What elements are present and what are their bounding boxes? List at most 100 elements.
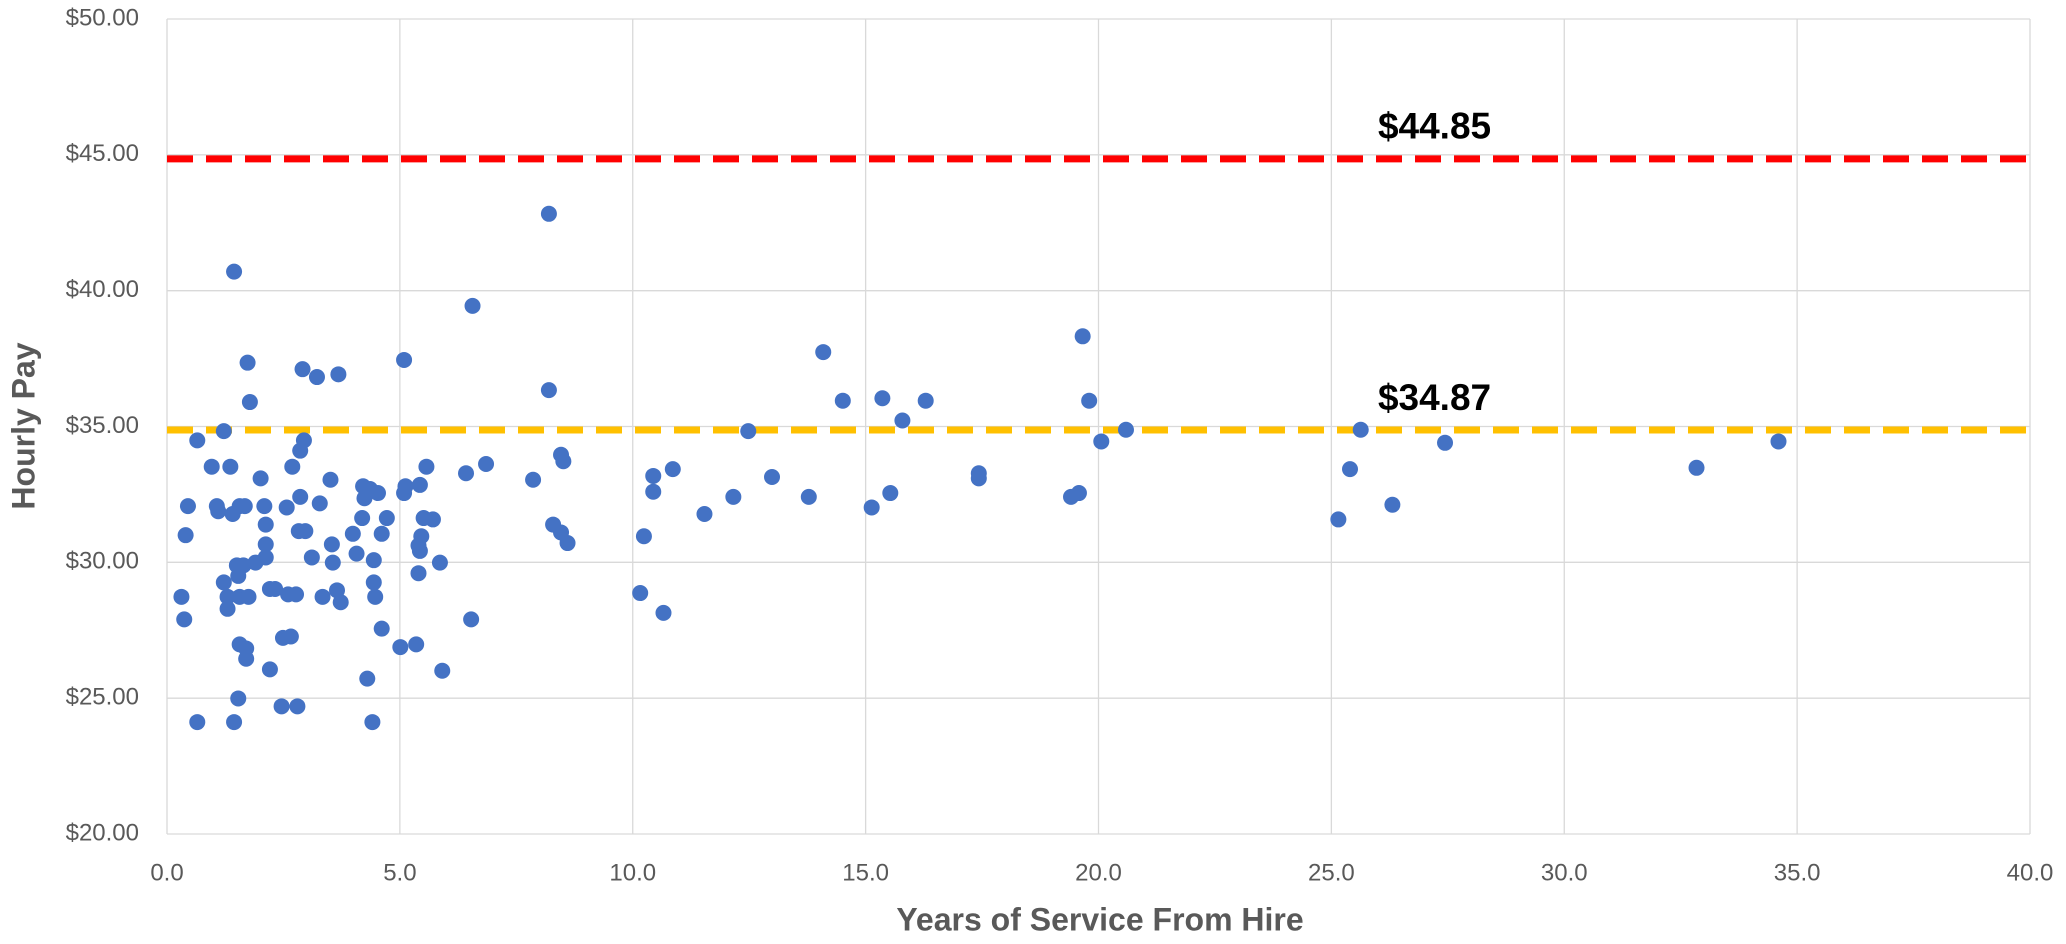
point (431, 554, 448, 571)
point (764, 469, 781, 486)
point (815, 344, 832, 361)
point (1081, 392, 1098, 409)
point (369, 485, 386, 502)
point (478, 455, 495, 472)
point (324, 554, 341, 571)
point (219, 600, 236, 617)
x-tick-label: 35.0 (1774, 859, 1821, 886)
point (235, 557, 252, 574)
x-axis-title: Years of Service From Hire (896, 901, 1303, 937)
point (540, 205, 557, 222)
point (297, 523, 314, 540)
point (292, 488, 309, 505)
point (173, 588, 190, 605)
point (332, 594, 349, 611)
point (645, 483, 662, 500)
point (348, 545, 365, 562)
point (1770, 433, 1787, 450)
point (303, 549, 320, 566)
point (834, 392, 851, 409)
point (397, 478, 414, 495)
y-tick-label: $20.00 (66, 819, 139, 846)
point (273, 698, 290, 715)
point (396, 351, 413, 368)
point (632, 585, 649, 602)
point (284, 458, 301, 475)
point (725, 488, 742, 505)
y-tick-label: $40.00 (66, 276, 139, 303)
point (239, 354, 256, 371)
reference-label: $44.85 (1378, 106, 1491, 147)
point (882, 485, 899, 502)
point (288, 586, 305, 603)
point (1117, 421, 1134, 438)
point (257, 549, 274, 566)
point (176, 611, 193, 628)
point (655, 604, 672, 621)
point (219, 588, 236, 605)
point (373, 525, 390, 542)
point (308, 369, 325, 386)
point (664, 461, 681, 478)
point (278, 499, 295, 516)
point (330, 366, 347, 383)
point (434, 662, 451, 679)
point (696, 505, 713, 522)
point (411, 542, 428, 559)
x-tick-label: 5.0 (383, 859, 416, 886)
point (365, 552, 382, 569)
point (365, 574, 382, 591)
point (1070, 485, 1087, 502)
x-tick-label: 10.0 (609, 859, 656, 886)
point (373, 620, 390, 637)
point (222, 458, 239, 475)
point (238, 650, 255, 667)
point (241, 394, 258, 411)
point (410, 565, 427, 582)
point (1330, 511, 1347, 528)
point (323, 536, 340, 553)
point (179, 498, 196, 515)
x-tick-label: 20.0 (1075, 859, 1122, 886)
point (413, 528, 430, 545)
point (295, 432, 312, 449)
point (322, 471, 339, 488)
point (311, 495, 328, 512)
point (215, 423, 232, 440)
y-axis-title: Hourly Pay (5, 342, 41, 509)
point (1384, 496, 1401, 513)
point (203, 458, 220, 475)
point (354, 510, 371, 527)
point (189, 714, 206, 731)
point (215, 574, 232, 591)
point (289, 698, 306, 715)
point (236, 498, 253, 515)
point (411, 476, 428, 493)
point (559, 535, 576, 552)
point (1093, 433, 1110, 450)
point (1352, 421, 1369, 438)
point (294, 361, 311, 378)
point (364, 714, 381, 731)
point (240, 588, 257, 605)
y-tick-label: $50.00 (66, 4, 139, 31)
point (257, 536, 274, 553)
point (800, 488, 817, 505)
x-tick-label: 0.0 (150, 859, 183, 886)
point (261, 661, 278, 678)
point (1074, 328, 1091, 345)
point (970, 470, 987, 487)
point (378, 510, 395, 527)
point (1342, 461, 1359, 478)
point (894, 412, 911, 429)
point (424, 511, 441, 528)
x-tick-label: 40.0 (2007, 859, 2054, 886)
point (177, 527, 194, 544)
point (1437, 434, 1454, 451)
y-tick-label: $35.00 (66, 412, 139, 439)
reference-label: $34.87 (1378, 377, 1491, 418)
point (645, 467, 662, 484)
point (226, 263, 243, 280)
point (267, 580, 284, 597)
point (230, 690, 247, 707)
